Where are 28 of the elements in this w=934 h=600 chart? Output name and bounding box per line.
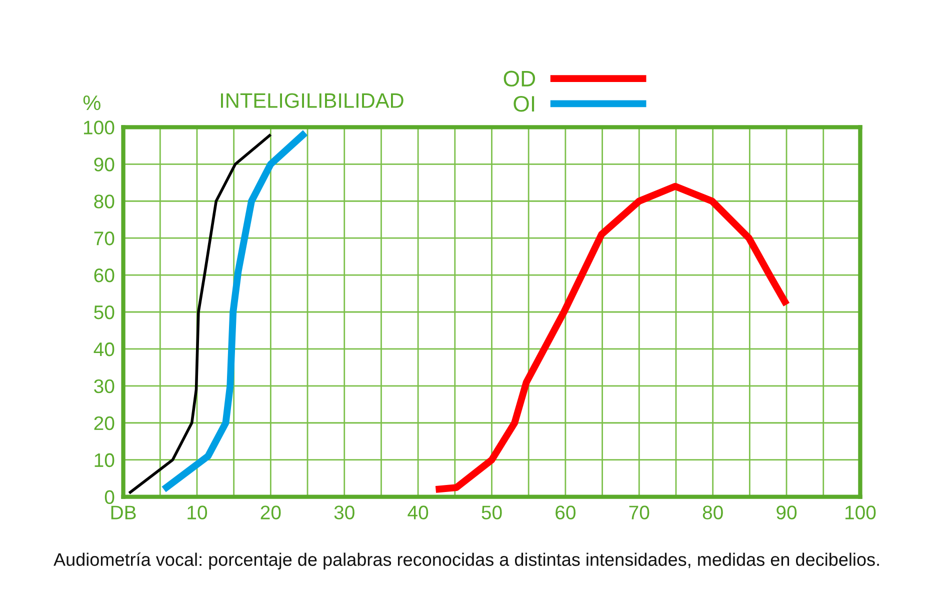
y-tick-label: 20	[94, 416, 114, 430]
y-tick-label: 40	[94, 342, 114, 356]
y-tick-label: 90	[94, 158, 114, 172]
x-tick-label: 50	[482, 506, 502, 520]
chart-title: INTELIGILIBILIDAD	[221, 93, 404, 108]
x-tick-label: 10	[188, 506, 208, 520]
x-tick-label: DB	[111, 506, 136, 520]
x-tick-label: 30	[334, 506, 354, 520]
y-tick-label: 30	[94, 379, 114, 394]
y-tick-label: 80	[94, 194, 114, 208]
line-series	[128, 133, 272, 494]
y-tick-label: 70	[94, 232, 114, 246]
legend-label: OD	[504, 70, 536, 87]
y-tick-label: 0	[104, 490, 114, 504]
x-tick-label: 70	[629, 506, 650, 520]
x-tick-label: 40	[408, 506, 428, 520]
y-tick-label: 60	[94, 268, 114, 282]
y-tick-label: 50	[94, 305, 114, 320]
x-tick-label: 20	[260, 506, 281, 520]
legend-label: OI	[514, 96, 534, 112]
y-tick-label: 10	[94, 453, 114, 468]
x-tick-label: 100	[845, 506, 876, 520]
text: Audiometría vocal: porcentaje de palabras reconocidas a distintas intensidades, medidas en decibelios.	[54, 552, 879, 570]
y-axis-title: %	[83, 95, 100, 110]
x-tick-label: 80	[702, 506, 723, 520]
y-tick-label: 100	[84, 120, 114, 134]
x-tick-label: 90	[776, 506, 797, 520]
x-tick-label: 60	[556, 506, 576, 520]
